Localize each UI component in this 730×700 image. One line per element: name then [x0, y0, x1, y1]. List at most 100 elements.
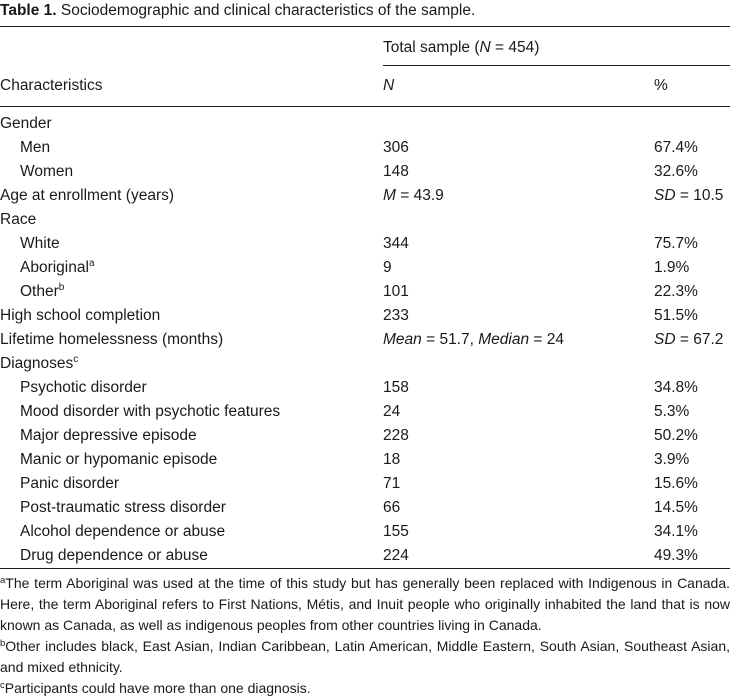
footnote-a: aThe term Aboriginal was used at the tim…	[0, 573, 730, 636]
row-label-text: Race	[0, 211, 37, 228]
row-label-text: Mood disorder with psychotic features	[20, 403, 281, 420]
row-n: 155	[383, 523, 409, 540]
col-header-pct: %	[654, 77, 668, 94]
group-subrule	[383, 65, 730, 66]
row-label-text: White	[20, 235, 60, 252]
stat-symbol: Mean	[383, 331, 422, 348]
row-label: White	[20, 234, 60, 254]
stat-value: = 67.2	[675, 331, 724, 348]
col-header-n: N	[383, 77, 395, 94]
row-n: 233	[383, 307, 409, 324]
row-pct: 1.9%	[654, 259, 690, 276]
table-title: Sociodemographic and clinical characteri…	[60, 2, 476, 19]
row-label-text: Post-traumatic stress disorder	[20, 499, 226, 516]
row-label-text: Major depressive episode	[20, 427, 197, 444]
row-pct: 75.7%	[654, 235, 698, 252]
footnote-b: bOther includes black, East Asian, India…	[0, 636, 730, 678]
footnote-c-mark: c	[0, 680, 5, 691]
row-n: 101	[383, 283, 409, 300]
footnote-marker: b	[58, 282, 65, 293]
stat-symbol: SD	[654, 187, 676, 204]
row-n: 71	[383, 475, 401, 492]
row-label: Lifetime homelessness (months)	[0, 330, 223, 350]
row-label-text: Psychotic disorder	[20, 379, 147, 396]
row-n: 158	[383, 379, 409, 396]
row-pct: 51.5%	[654, 307, 698, 324]
row-label-text: Lifetime homelessness (months)	[0, 331, 224, 348]
row-label-text: Age at enrollment (years)	[0, 187, 175, 204]
table-label: Table 1.	[0, 2, 57, 19]
stat-value: = 10.5	[675, 187, 724, 204]
row-label-text: Aboriginal	[20, 259, 89, 276]
row-label: Drug dependence or abuse	[20, 546, 208, 566]
row-n: 228	[383, 427, 409, 444]
row-pct: 32.6%	[654, 163, 698, 180]
row-label-text: Women	[20, 163, 74, 180]
footnote-marker: c	[73, 354, 79, 365]
stat-value: = 43.9	[395, 187, 444, 204]
row-label-text: Gender	[0, 115, 52, 132]
row-label: Otherb	[20, 282, 64, 302]
row-label-text: Panic disorder	[20, 475, 120, 492]
row-n: 224	[383, 547, 409, 564]
footnote-marker: a	[88, 258, 95, 269]
row-pct: 67.4%	[654, 139, 698, 156]
table-caption: Table 1. Sociodemographic and clinical c…	[0, 0, 730, 22]
footnote-a-mark: a	[0, 575, 6, 586]
row-pct: 49.3%	[654, 547, 698, 564]
row-label-text: Drug dependence or abuse	[20, 547, 208, 564]
row-pct: 3.9%	[654, 451, 690, 468]
stat-value: = 51.7,	[421, 331, 479, 348]
stat-symbol: Median	[478, 331, 530, 348]
bottom-rule	[0, 568, 730, 569]
row-n: 18	[383, 451, 401, 468]
row-n: 24	[383, 403, 401, 420]
group-prefix: Total sample (	[383, 39, 480, 56]
row-label: Aboriginala	[20, 258, 95, 278]
row-label: Diagnosesc	[0, 354, 78, 374]
row-pct: 50.2%	[654, 427, 698, 444]
group-header: Total sample (N = 454)	[383, 38, 539, 58]
row-label: Alcohol dependence or abuse	[20, 522, 225, 542]
row-label: High school completion	[0, 306, 160, 326]
col-header-characteristics: Characteristics	[0, 77, 103, 94]
row-pct: SD = 67.2	[654, 330, 723, 350]
row-label-text: High school completion	[0, 307, 161, 324]
top-rule	[0, 26, 730, 27]
row-n: 66	[383, 499, 401, 516]
row-n: 148	[383, 163, 409, 180]
row-label: Manic or hypomanic episode	[20, 450, 217, 470]
footnote-c-text: Participants could have more than one di…	[4, 680, 311, 696]
row-label: Men	[20, 138, 50, 158]
row-n: 9	[383, 259, 392, 276]
row-label: Post-traumatic stress disorder	[20, 498, 226, 518]
row-pct: 34.8%	[654, 379, 698, 396]
row-label-text: Alcohol dependence or abuse	[20, 523, 226, 540]
row-label: Major depressive episode	[20, 426, 197, 446]
row-label: Age at enrollment (years)	[0, 186, 174, 206]
row-n: 344	[383, 235, 409, 252]
row-pct: 14.5%	[654, 499, 698, 516]
row-n: Mean = 51.7, Median = 24	[383, 330, 564, 350]
footnote-b-text: Other includes black, East Asian, Indian…	[0, 638, 730, 675]
row-label: Gender	[0, 114, 52, 134]
row-label: Women	[20, 162, 73, 182]
footnote-a-text: The term Aboriginal was used at the time…	[0, 575, 730, 633]
footnote-b-mark: b	[0, 638, 6, 649]
stat-symbol: M	[383, 187, 396, 204]
group-suffix: = 454)	[490, 39, 540, 56]
row-label: Psychotic disorder	[20, 378, 147, 398]
stat-symbol: SD	[654, 331, 676, 348]
group-n-symbol: N	[479, 39, 491, 56]
row-label-text: Manic or hypomanic episode	[20, 451, 218, 468]
row-n: M = 43.9	[383, 186, 444, 206]
row-pct: SD = 10.5	[654, 186, 723, 206]
row-label: Mood disorder with psychotic features	[20, 402, 280, 422]
row-label: Panic disorder	[20, 474, 119, 494]
row-pct: 15.6%	[654, 475, 698, 492]
header-rule	[0, 106, 730, 107]
row-pct: 22.3%	[654, 283, 698, 300]
row-label-text: Men	[20, 139, 51, 156]
row-label: Race	[0, 210, 36, 230]
row-label-text: Diagnoses	[0, 355, 74, 372]
